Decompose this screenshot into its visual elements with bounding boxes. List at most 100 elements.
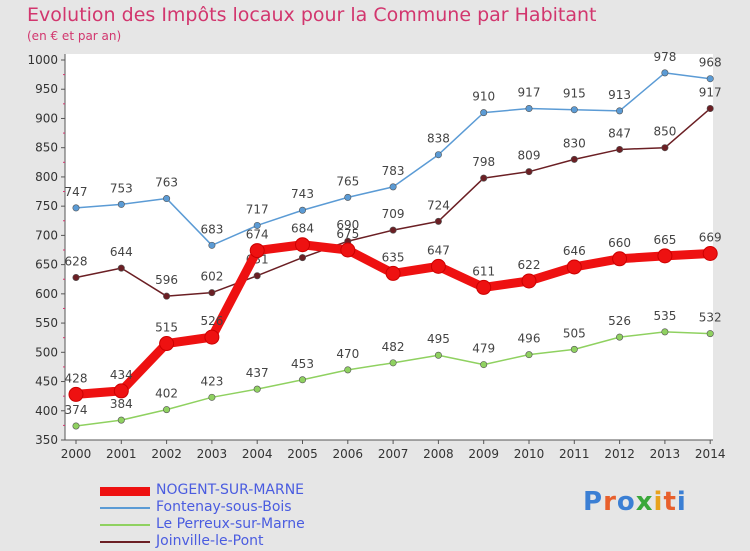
y-tick-label: 550 — [35, 316, 58, 330]
data-point-fontenay-sous-bois — [525, 105, 533, 113]
data-label-joinville-le-pont: 709 — [382, 207, 405, 221]
data-point-joinville-le-pont — [706, 105, 714, 113]
data-label-nogent-sur-marne: 675 — [336, 227, 359, 241]
data-point-fontenay-sous-bois — [616, 107, 624, 115]
data-label-joinville-le-pont: 850 — [653, 125, 676, 139]
data-label-fontenay-sous-bois: 915 — [563, 87, 586, 101]
data-point-le-perreux-sur-marne — [253, 385, 261, 393]
y-tick-label: 450 — [35, 375, 58, 389]
data-point-joinville-le-pont — [570, 155, 578, 163]
y-tick-label: 1000 — [27, 53, 58, 67]
data-label-nogent-sur-marne: 428 — [65, 371, 88, 385]
x-tick-label: 2011 — [559, 447, 590, 461]
data-point-fontenay-sous-bois — [298, 206, 306, 214]
data-label-le-perreux-sur-marne: 535 — [653, 309, 676, 323]
data-label-joinville-le-pont: 798 — [472, 155, 495, 169]
data-label-le-perreux-sur-marne: 479 — [472, 342, 495, 356]
data-point-fontenay-sous-bois — [253, 221, 261, 229]
data-label-le-perreux-sur-marne: 495 — [427, 332, 450, 346]
x-tick-label: 2000 — [61, 447, 92, 461]
data-label-fontenay-sous-bois: 743 — [291, 187, 314, 201]
data-label-fontenay-sous-bois: 683 — [200, 222, 223, 236]
data-label-fontenay-sous-bois: 978 — [653, 50, 676, 64]
data-label-nogent-sur-marne: 669 — [699, 231, 722, 245]
logo-letter: r — [603, 487, 617, 517]
data-point-nogent-sur-marne — [159, 336, 175, 352]
data-point-joinville-le-pont — [298, 254, 306, 262]
data-point-nogent-sur-marne — [68, 386, 84, 402]
data-point-le-perreux-sur-marne — [434, 351, 442, 359]
x-tick-label: 2013 — [650, 447, 681, 461]
logo-letter: i — [676, 487, 687, 517]
data-label-fontenay-sous-bois: 765 — [336, 174, 359, 188]
x-tick-label: 2001 — [106, 447, 137, 461]
plot-area — [65, 54, 713, 440]
x-tick-label: 2014 — [695, 447, 726, 461]
data-label-le-perreux-sur-marne: 532 — [699, 311, 722, 325]
proxiti-logo: Proxiti — [583, 487, 687, 517]
data-point-fontenay-sous-bois — [480, 109, 488, 117]
x-tick-label: 2012 — [604, 447, 635, 461]
line-chart: 350 400 450 500 550 600 650 700 750 800 850 900 950 1… — [27, 50, 726, 461]
data-point-nogent-sur-marne — [113, 383, 129, 399]
data-point-fontenay-sous-bois — [661, 69, 669, 77]
data-point-le-perreux-sur-marne — [616, 333, 624, 341]
logo-letter: x — [635, 487, 654, 517]
data-point-joinville-le-pont — [117, 264, 125, 272]
data-label-le-perreux-sur-marne: 453 — [291, 357, 314, 371]
data-point-joinville-le-pont — [72, 273, 80, 281]
x-tick-label: 2004 — [242, 447, 273, 461]
data-point-nogent-sur-marne — [295, 237, 310, 253]
data-point-fontenay-sous-bois — [208, 241, 216, 249]
data-point-joinville-le-pont — [208, 289, 216, 297]
data-point-le-perreux-sur-marne — [570, 345, 578, 353]
legend-label-fontenay: Fontenay-sous-Bois — [156, 499, 292, 515]
data-point-joinville-le-pont — [525, 168, 533, 176]
data-point-nogent-sur-marne — [249, 243, 265, 259]
legend-label-nogent: NOGENT-SUR-MARNE — [156, 482, 305, 498]
data-label-nogent-sur-marne: 635 — [382, 250, 405, 264]
chart-title: Evolution des Impôts locaux pour la Comm… — [27, 4, 597, 26]
data-point-fontenay-sous-bois — [163, 195, 171, 203]
data-point-joinville-le-pont — [434, 217, 442, 225]
x-tick-label: 2009 — [468, 447, 499, 461]
data-label-nogent-sur-marne: 526 — [200, 314, 223, 328]
data-label-joinville-le-pont: 847 — [608, 126, 631, 140]
y-tick-label: 650 — [35, 258, 58, 272]
data-point-fontenay-sous-bois — [72, 204, 80, 212]
x-tick-label: 2006 — [333, 447, 364, 461]
data-point-le-perreux-sur-marne — [344, 366, 352, 374]
data-label-fontenay-sous-bois: 968 — [699, 56, 722, 70]
data-point-le-perreux-sur-marne — [661, 328, 669, 336]
data-point-nogent-sur-marne — [657, 248, 673, 264]
x-tick-label: 2003 — [197, 447, 228, 461]
legend-label-perreux: Le Perreux-sur-Marne — [156, 516, 305, 532]
data-label-fontenay-sous-bois: 913 — [608, 88, 631, 102]
data-point-nogent-sur-marne — [340, 242, 356, 258]
y-tick-label: 900 — [35, 111, 58, 125]
y-tick-label: 350 — [35, 433, 58, 447]
data-label-le-perreux-sur-marne: 496 — [518, 332, 541, 346]
data-point-joinville-le-pont — [661, 144, 669, 152]
data-point-le-perreux-sur-marne — [706, 330, 714, 338]
legend-swatch-joinville — [100, 541, 150, 543]
data-point-joinville-le-pont — [389, 226, 397, 234]
logo-letter: i — [653, 487, 664, 517]
data-label-nogent-sur-marne: 434 — [110, 368, 133, 382]
data-point-fontenay-sous-bois — [389, 183, 397, 191]
data-label-fontenay-sous-bois: 917 — [518, 86, 541, 100]
data-point-fontenay-sous-bois — [344, 193, 352, 201]
data-label-fontenay-sous-bois: 717 — [246, 202, 269, 216]
data-label-nogent-sur-marne: 660 — [608, 236, 631, 250]
y-tick-label: 500 — [35, 345, 58, 359]
data-label-joinville-le-pont: 724 — [427, 198, 450, 212]
data-point-le-perreux-sur-marne — [389, 359, 397, 367]
data-point-le-perreux-sur-marne — [163, 406, 171, 414]
data-label-joinville-le-pont: 602 — [200, 270, 223, 284]
legend-label-joinville: Joinville-le-Pont — [156, 533, 264, 549]
data-label-fontenay-sous-bois: 783 — [382, 164, 405, 178]
data-label-le-perreux-sur-marne: 374 — [65, 403, 88, 417]
data-point-fontenay-sous-bois — [117, 200, 125, 208]
data-label-joinville-le-pont: 830 — [563, 136, 586, 150]
legend-swatch-perreux — [100, 524, 150, 526]
